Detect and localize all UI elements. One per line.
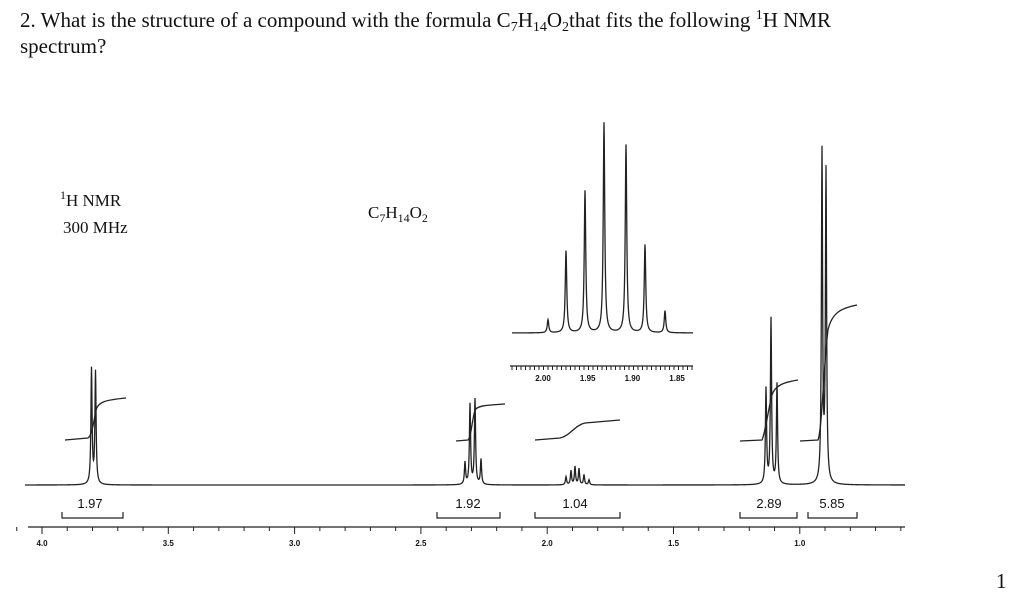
formula: 7 (379, 211, 385, 225)
inset-label: 1.85 (669, 374, 685, 383)
integral-curve (534, 419, 621, 441)
formula: C (368, 203, 379, 222)
formula: H (518, 8, 533, 32)
superscript: 1 (756, 8, 763, 23)
formula: 14 (533, 20, 547, 35)
formula: 2 (562, 20, 569, 35)
integration-bracket (807, 512, 858, 519)
inset-label: 1.90 (625, 374, 641, 383)
question-text: that fits the following (569, 8, 751, 32)
formula: H (385, 203, 397, 222)
integration-bracket (61, 512, 124, 519)
integral-curve (739, 379, 799, 442)
integration-value: 2.89 (756, 496, 781, 511)
integration-value: 5.85 (819, 496, 844, 511)
formula: O (410, 203, 422, 222)
integration-value: 1.92 (455, 496, 480, 511)
formula: C (497, 8, 511, 32)
superscript: 1 (60, 188, 66, 202)
question-line: 2. What is the structure of a compound w… (20, 8, 831, 35)
integration-value: 1.04 (562, 496, 587, 511)
integration-bracket (436, 512, 501, 519)
question-text: spectrum? (20, 34, 106, 58)
page-number: 1 (996, 569, 1007, 593)
nmr-label: 1H NMR (60, 188, 122, 210)
inset-trace (512, 122, 693, 334)
axis-label: 3.5 (163, 539, 175, 548)
integration-bracket (534, 512, 621, 519)
inset-label: 2.00 (535, 374, 551, 383)
formula: 7 (511, 20, 518, 35)
nucleus: H NMR (66, 191, 122, 210)
inset-label: 1.95 (580, 374, 596, 383)
formula: 14 (398, 211, 410, 225)
integration-value: 1.97 (77, 496, 102, 511)
integral-curve (455, 403, 506, 442)
axis-label: 2.5 (415, 539, 427, 548)
axis-label: 2.0 (542, 539, 554, 548)
axis-label: 1.5 (668, 539, 680, 548)
integration-bracket (739, 512, 798, 519)
axis-label: 3.0 (289, 539, 301, 548)
formula: 2 (422, 211, 428, 225)
integral-curve (799, 304, 858, 442)
formula-label: C7H14O2 (368, 203, 428, 225)
question-text: What is the structure of a compound with… (41, 8, 492, 32)
formula: O (547, 8, 562, 32)
axis-label: 1.0 (794, 539, 806, 548)
question-number: 2. (20, 8, 36, 32)
spectrum-trace (25, 145, 905, 486)
axis-label: 4.0 (36, 539, 48, 548)
question-text: H NMR (763, 8, 831, 32)
frequency: 300 MHz (63, 218, 128, 237)
